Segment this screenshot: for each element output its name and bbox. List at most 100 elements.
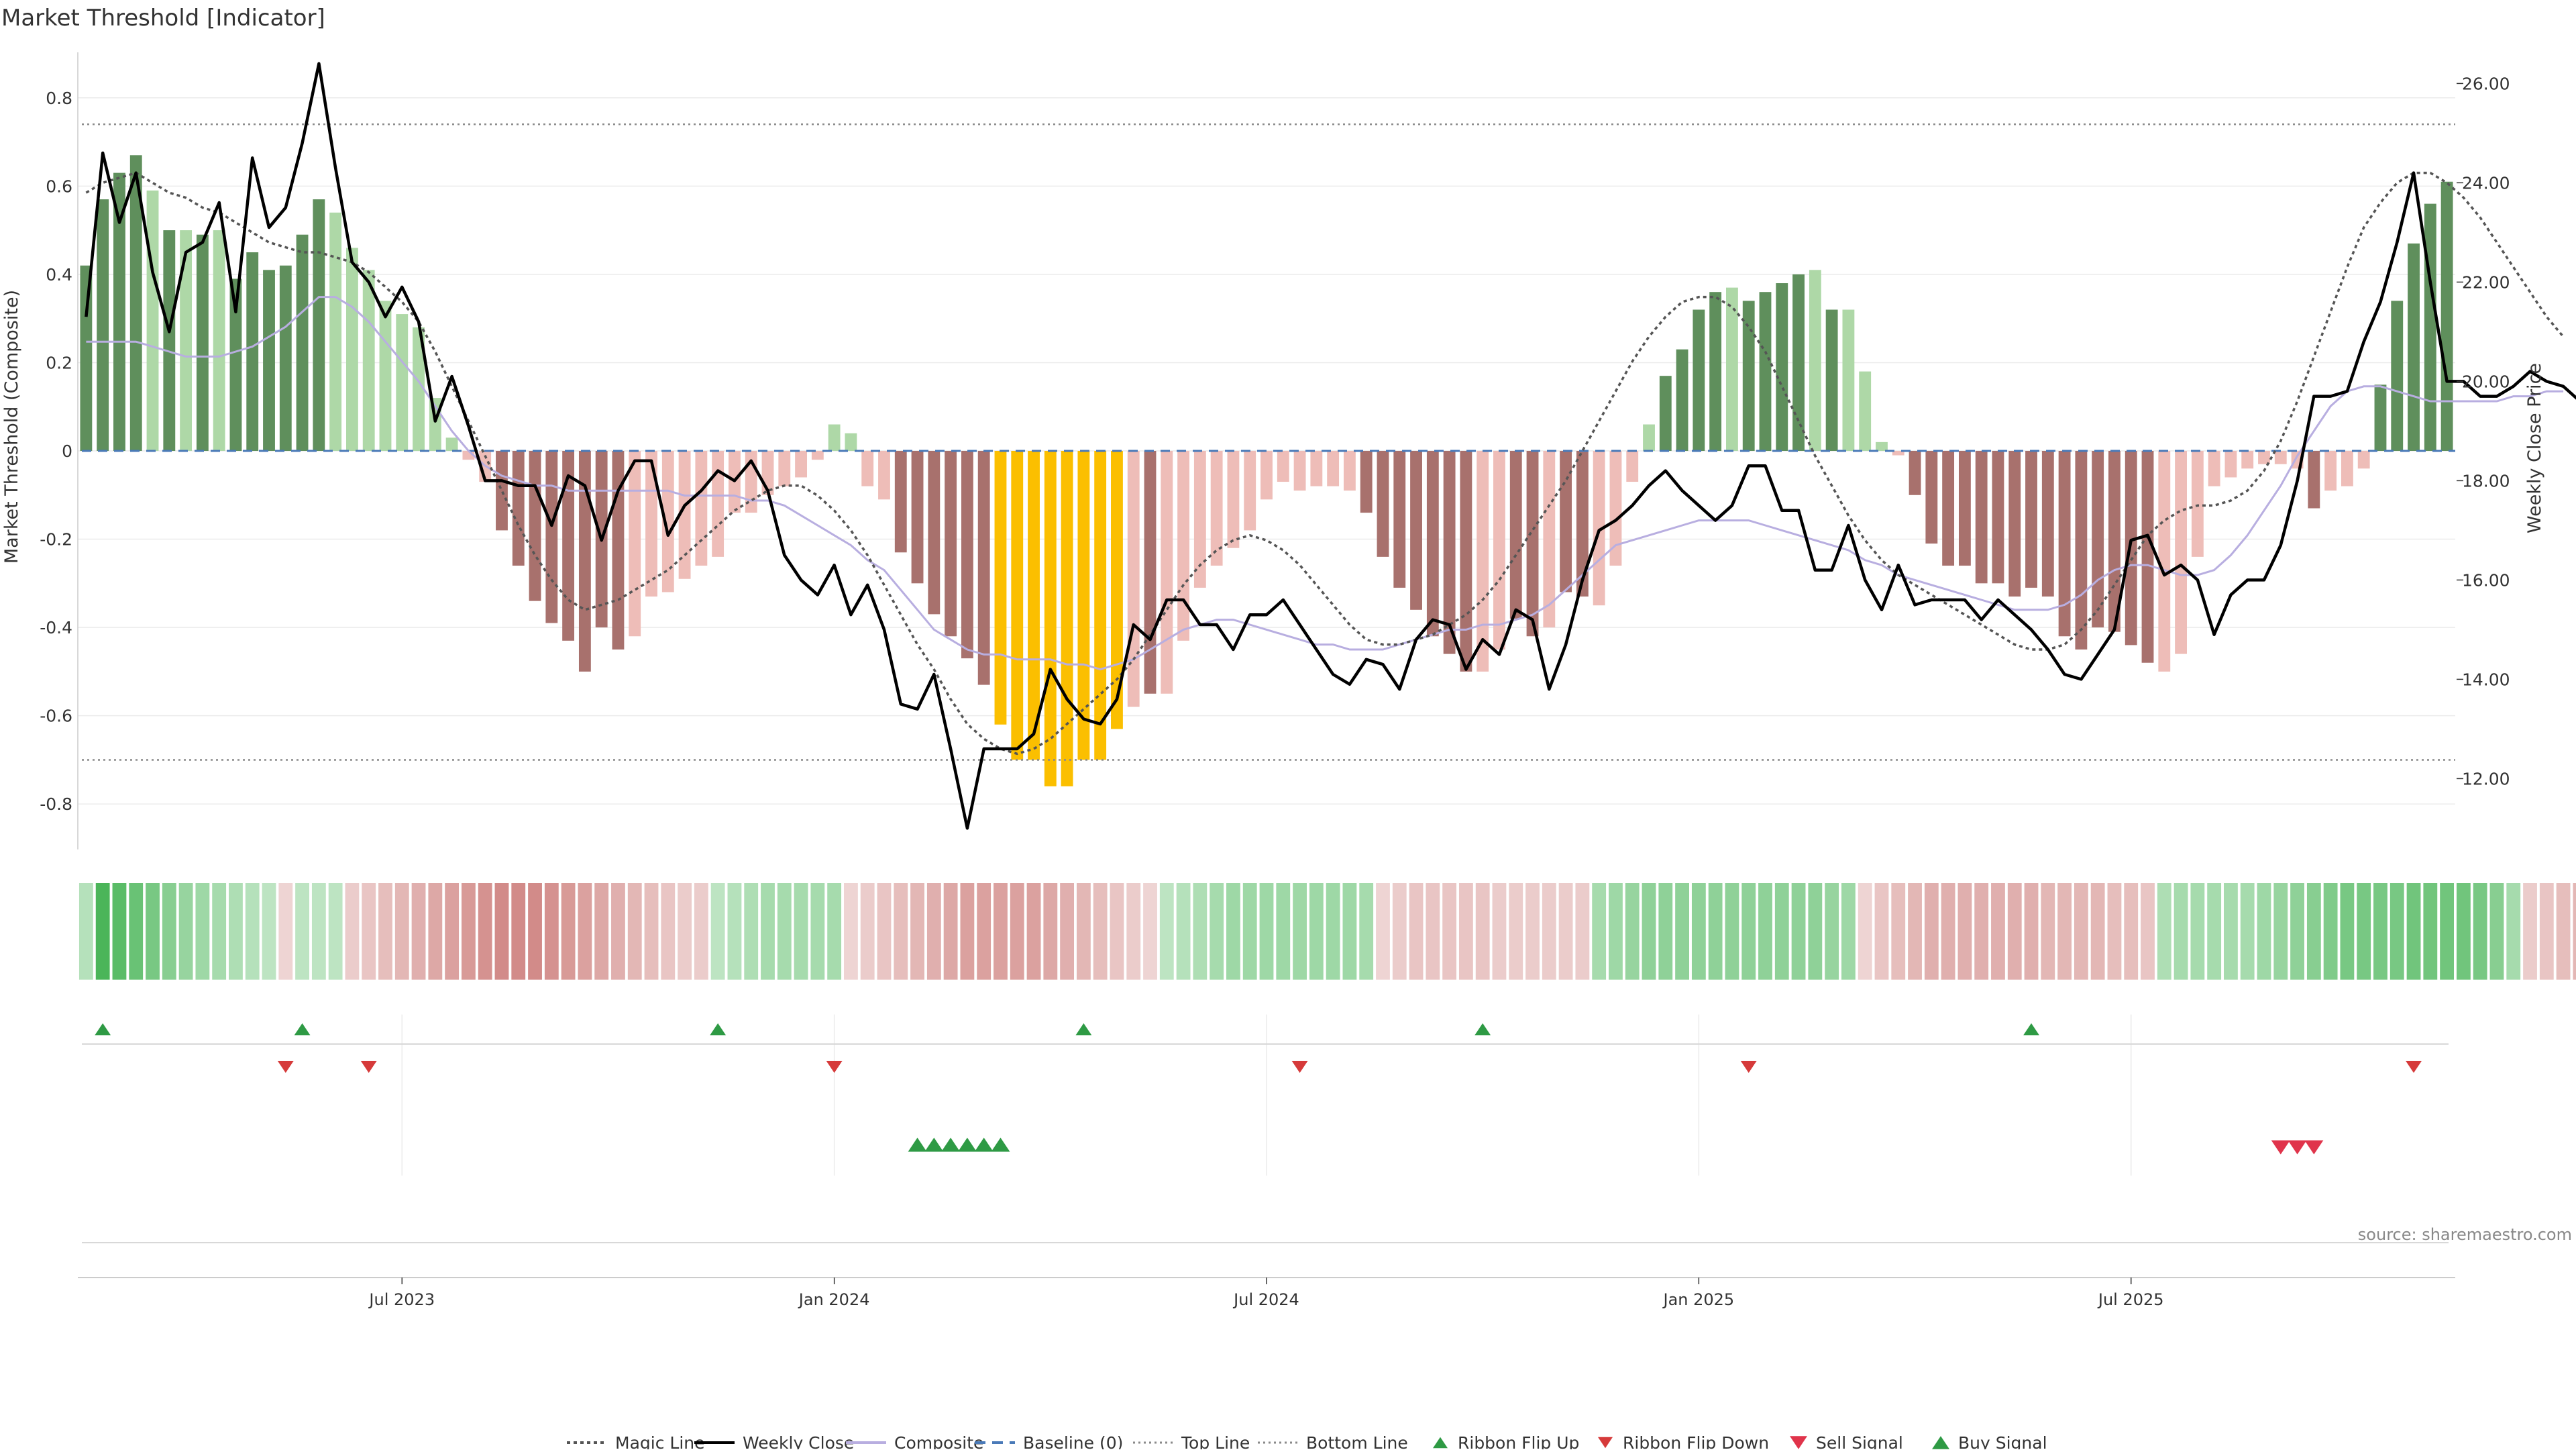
ribbon-cell [1226,883,1240,980]
composite-bar [1543,451,1556,628]
ribbon-cell [1874,883,1889,980]
ribbon-cell [178,883,193,980]
ribbon-cell [2174,883,2188,980]
composite-bar [196,234,209,451]
ribbon-cell [2207,883,2222,980]
ribbon-cell [1691,883,1706,980]
ribbon-cell [162,883,176,980]
ribbon-cell [1908,883,1922,980]
composite-bar [2108,451,2121,632]
composite-bar [2175,451,2187,654]
ribbon-cell [877,883,892,980]
ribbon-cell [2357,883,2371,980]
ribbon-cell [1076,883,1091,980]
y2-tick-label: 26.00 [2462,74,2510,93]
legend-item-composite: Composite [846,1433,983,1452]
y-tick-label: -0.4 [40,618,72,637]
ribbon-cell [2373,883,2387,980]
ribbon-cell [328,883,343,980]
x-tick-label: Jan 2024 [798,1290,870,1309]
composite-bar [2258,451,2270,464]
composite-bar [279,265,292,451]
composite-bar [80,265,93,451]
ribbon-cell [511,883,526,980]
ribbon-cell [1609,883,1623,980]
composite-bar [97,199,109,451]
legend-item-baseline: Baseline (0) [975,1433,1123,1452]
ribbon-cell [1592,883,1607,980]
ribbon-cell [1858,883,1872,980]
composite-bar [180,230,193,451]
ribbon-cell [1891,883,1906,980]
ribbon-cell [2473,883,2487,980]
ribbon-cell [1658,883,1673,980]
ribbon-cell [2024,883,2039,980]
ribbon-cell [1392,883,1407,980]
ribbon-flip-down-marker [826,1061,843,1073]
ribbon-cell [1525,883,1540,980]
composite-bar [977,451,990,685]
legend-label: Composite [894,1433,983,1449]
composite-bar [1892,451,1904,456]
composite-bar [396,314,409,451]
legend-item-flipdown: Ribbon Flip Down [1598,1433,1769,1452]
y2-tick-label: 24.00 [2462,173,2510,193]
composite-bar [828,424,841,451]
sell-signal-marker [2304,1140,2324,1155]
composite-bar [2308,451,2320,509]
ribbon-cell [345,883,360,980]
ribbon-flip-up-marker [95,1023,111,1035]
buy-signal-marker [974,1137,994,1152]
composite-bar [1842,309,1855,451]
ribbon-cell [2306,883,2321,980]
ribbon-cell [95,883,110,980]
composite-bar [1742,301,1755,451]
ribbon-cell [1558,883,1573,980]
composite-bar [296,234,309,451]
legend-swatch [1932,1436,1949,1449]
composite-bar [894,451,907,553]
composite-bar [346,248,358,451]
composite-bar [163,230,176,451]
ribbon-cell [1924,883,1939,980]
composite-bar [778,451,791,486]
ribbon-flip-down-marker [2406,1061,2422,1073]
composite-bar [1310,451,1323,486]
ribbon-cell [112,883,127,980]
ribbon-cell [1159,883,1174,980]
y-tick-label: -0.8 [40,794,72,814]
composite-bar [2241,451,2254,469]
ribbon-cell [1359,883,1374,980]
composite-bar [1193,451,1206,588]
ribbon-cell [295,883,309,980]
ribbon-cell [1774,883,1789,980]
composite-bar [1477,451,1489,672]
composite-bar [1825,309,1838,451]
composite-bar [2224,451,2237,478]
ribbon-cell [1575,883,1590,980]
legend: Magic Line Weekly Close Composite Baseline … [567,1433,2047,1452]
legend-label: Bottom Line [1306,1433,1408,1449]
composite-bar [2341,451,2353,486]
composite-bar [878,451,890,500]
composite-bar [1493,451,1505,650]
ribbon-flip-up-marker [2023,1023,2040,1035]
ribbon-cell [1725,883,1739,980]
buy-signal-marker [941,1137,961,1152]
x-tick-label: Jul 2024 [1232,1290,1299,1309]
ribbon-cell [1741,883,1756,980]
composite-bar [1393,451,1406,588]
ribbon-cell [78,883,93,980]
ribbon-cell [544,883,559,980]
composite-bar [1726,287,1738,451]
composite-bar [1127,451,1140,707]
ribbon-cell [627,883,642,980]
composite-bar [1177,451,1190,641]
legend-label: Weekly Close [743,1433,854,1449]
ribbon-flip-up-marker [710,1023,727,1035]
composite-bar [1759,292,1772,451]
composite-bar [1377,451,1389,557]
signal-markers [95,1023,2422,1155]
ribbon-cell [2224,883,2238,980]
